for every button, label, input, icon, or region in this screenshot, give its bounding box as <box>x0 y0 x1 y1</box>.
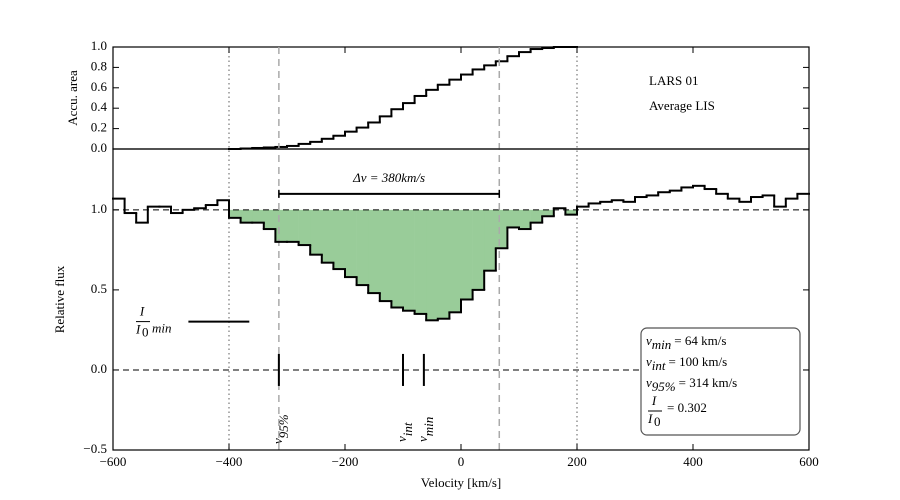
annotation: Average LIS <box>649 98 715 113</box>
absorption-fill <box>461 209 473 300</box>
y-tick-label: −0.5 <box>83 441 107 456</box>
marker-label: v95% <box>270 414 291 444</box>
absorption-fill <box>403 209 415 311</box>
absorption-fill <box>530 209 543 223</box>
absorption-fill <box>565 209 578 215</box>
panel: −0.5 0.0 0.5 1.0 −600 −400 −200 0 200 400 600 Relat… <box>52 47 819 490</box>
i-min-sub: min <box>152 321 172 336</box>
x-axis-label: Velocity [km/s] <box>421 475 502 490</box>
fraction-den-sub: 0 <box>142 325 149 340</box>
marker-var: v <box>415 436 430 442</box>
marker-sub: min <box>421 417 436 437</box>
absorption-fill <box>484 209 497 271</box>
absorption-fill <box>287 209 299 242</box>
y-tick-label: 1.0 <box>91 201 107 216</box>
stat-var: v <box>646 375 652 390</box>
stat-value: = 64 km/s <box>674 333 726 348</box>
x-tick-label: 600 <box>799 454 819 469</box>
absorption-fill <box>263 209 276 230</box>
y-tick-label: 0.6 <box>91 79 108 94</box>
stat-value: = 0.302 <box>667 400 707 415</box>
x-tick-label: 400 <box>683 454 703 469</box>
x-tick-label: −600 <box>100 454 127 469</box>
y-tick-label: 0.8 <box>91 58 107 73</box>
absorption-fill <box>495 209 508 249</box>
fraction-num: I <box>139 304 145 319</box>
x-tick-label: 200 <box>567 454 587 469</box>
fraction-den: I <box>135 322 141 337</box>
marker-var: v <box>394 436 409 442</box>
y-tick-label: 0.5 <box>91 281 107 296</box>
absorption-fill <box>507 209 520 228</box>
annotation: LARS 01 <box>649 73 698 88</box>
y-tick-label: 0.2 <box>91 120 107 135</box>
absorption-fill <box>449 209 462 313</box>
marker-var: v <box>270 438 285 444</box>
y-tick-label: 1.0 <box>91 38 107 53</box>
absorption-fill <box>519 209 531 230</box>
fraction-num: I <box>651 393 657 408</box>
x-tick-label: −200 <box>332 454 359 469</box>
stats-box <box>640 327 801 436</box>
absorption-fill <box>298 209 311 246</box>
absorption-fill <box>321 209 334 263</box>
absorption-fill <box>333 209 346 270</box>
panel: 0.0 0.2 0.4 0.6 0.8 1.0 Accu. area LARS 01 Avera… <box>65 38 810 155</box>
stat-value: = 314 km/s <box>679 375 738 390</box>
absorption-fill <box>229 209 241 218</box>
absorption-fill <box>379 209 392 302</box>
absorption-fill <box>542 209 555 217</box>
y-tick-label: 0.0 <box>91 140 107 155</box>
stat-sub: int <box>652 358 666 373</box>
y-tick-label: 0.0 <box>91 361 107 376</box>
absorption-fill <box>275 209 288 242</box>
fraction-den-sub: 0 <box>654 414 661 429</box>
absorption-fill <box>437 209 450 319</box>
absorption-fill <box>472 209 485 290</box>
absorption-fill <box>240 209 253 223</box>
x-tick-label: 0 <box>458 454 465 469</box>
absorption-fill <box>391 209 404 308</box>
y-axis-label: Relative flux <box>52 265 67 333</box>
absorption-fill <box>252 209 265 223</box>
y-axis-label: Accu. area <box>65 70 80 126</box>
x-tick-label: −400 <box>216 454 243 469</box>
stat-var: v <box>646 333 652 348</box>
absorption-fill <box>310 209 323 255</box>
stat-sub: min <box>652 337 672 352</box>
stat-sub: 95% <box>652 379 676 394</box>
absorption-fill <box>368 209 381 294</box>
absorption-fill <box>414 209 427 314</box>
absorption-fill <box>426 209 439 321</box>
marker-sub: int <box>400 422 415 436</box>
fraction-den: I <box>647 411 653 426</box>
stat-value: = 100 km/s <box>669 354 728 369</box>
stat-var: v <box>646 354 652 369</box>
delta-v-label: Δv = 380km/s <box>352 170 425 185</box>
y-tick-label: 0.4 <box>91 99 108 114</box>
absorption-fill <box>345 209 357 278</box>
absorption-fill <box>356 209 369 286</box>
marker-sub: 95% <box>276 414 291 438</box>
